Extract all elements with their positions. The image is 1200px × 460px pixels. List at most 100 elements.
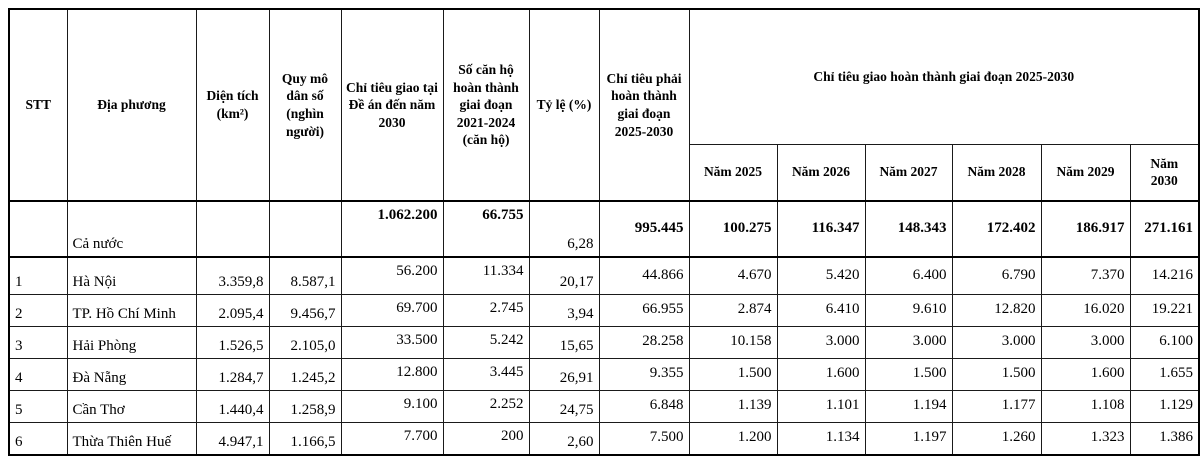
cell-remaining-target: 28.258 <box>598 325 690 359</box>
cell-completed-2021-2024: 3.445 <box>442 357 530 391</box>
cell-year-2029: 1.600 <box>1040 357 1131 391</box>
cell-year-2026: 1.134 <box>776 421 866 456</box>
cell-rate: 26,91 <box>528 357 600 391</box>
cell-remaining-target: 66.955 <box>598 293 690 327</box>
cell-area <box>195 200 270 258</box>
cell-year-2025: 10.158 <box>688 325 778 359</box>
cell-population: 1.258,9 <box>268 389 342 423</box>
cell-remaining-target: 6.848 <box>598 389 690 423</box>
table-body: Cả nước 1.062.200 66.755 6,28 995.445 100.275… <box>8 200 1200 456</box>
header-year-2029: Năm 2029 <box>1040 143 1131 202</box>
table-row: 2 TP. Hồ Chí Minh 2.095,4 9.456,7 69.700 2.74… <box>8 293 1200 327</box>
cell-population: 1.245,2 <box>268 357 342 391</box>
cell-year-2028: 172.402 <box>951 200 1042 258</box>
header-year-2027: Năm 2027 <box>864 143 953 202</box>
cell-year-2030: 6.100 <box>1129 325 1200 359</box>
cell-stt: 5 <box>8 389 68 423</box>
cell-completed-2021-2024: 11.334 <box>442 256 530 295</box>
header-year-2025: Năm 2025 <box>688 143 778 202</box>
cell-year-2029: 16.020 <box>1040 293 1131 327</box>
cell-year-2030: 14.216 <box>1129 256 1200 295</box>
cell-year-2027: 1.197 <box>864 421 953 456</box>
table-row: 1 Hà Nội 3.359,8 8.587,1 56.200 11.334 20,17 44… <box>8 256 1200 295</box>
cell-year-2026: 3.000 <box>776 325 866 359</box>
cell-locality: Cả nước <box>66 200 197 258</box>
cell-completed-2021-2024: 2.252 <box>442 389 530 423</box>
cell-year-2025: 100.275 <box>688 200 778 258</box>
cell-area: 3.359,8 <box>195 256 270 295</box>
header-row-years: Năm 2025 Năm 2026 Năm 2027 Năm 2028 Năm … <box>9 143 1200 202</box>
cell-completed-2021-2024: 66.755 <box>442 200 530 258</box>
header-row-top: STT Địa phương Diện tích (km²) Quy mô dâ… <box>8 8 1200 202</box>
cell-year-2030: 1.386 <box>1129 421 1200 456</box>
cell-year-2027: 148.343 <box>864 200 953 258</box>
header-target-2030: Chỉ tiêu giao tại Đề án đến năm 2030 <box>340 8 444 202</box>
cell-year-2026: 1.101 <box>776 389 866 423</box>
cell-year-2027: 9.610 <box>864 293 953 327</box>
cell-year-2029: 1.108 <box>1040 389 1131 423</box>
cell-population: 8.587,1 <box>268 256 342 295</box>
cell-area: 1.526,5 <box>195 325 270 359</box>
cell-stt: 1 <box>8 256 68 295</box>
cell-year-2025: 2.874 <box>688 293 778 327</box>
cell-target-2030: 33.500 <box>340 325 444 359</box>
header-completed-2021-2024: Số căn hộ hoàn thành giai đoạn 2021-2024… <box>442 8 530 202</box>
cell-year-2030: 271.161 <box>1129 200 1200 258</box>
housing-target-table-container: STT Địa phương Diện tích (km²) Quy mô dâ… <box>8 8 1200 456</box>
cell-area: 1.284,7 <box>195 357 270 391</box>
cell-locality: TP. Hồ Chí Minh <box>66 293 197 327</box>
cell-year-2025: 1.139 <box>688 389 778 423</box>
cell-remaining-target: 9.355 <box>598 357 690 391</box>
cell-stt: 6 <box>8 421 68 456</box>
cell-locality: Hải Phòng <box>66 325 197 359</box>
table-row: 5 Cần Thơ 1.440,4 1.258,9 9.100 2.252 24,75 6.8… <box>8 389 1200 423</box>
header-rate: Tỷ lệ (%) <box>528 8 600 202</box>
cell-area: 2.095,4 <box>195 293 270 327</box>
header-year-2026: Năm 2026 <box>776 143 866 202</box>
table-row: 4 Đà Nẵng 1.284,7 1.245,2 12.800 3.445 26,91 9.… <box>8 357 1200 391</box>
cell-locality: Thừa Thiên Huế <box>66 421 197 456</box>
header-year-2030: Năm 2030 <box>1129 143 1200 202</box>
cell-completed-2021-2024: 2.745 <box>442 293 530 327</box>
cell-remaining-target: 44.866 <box>598 256 690 295</box>
cell-year-2026: 116.347 <box>776 200 866 258</box>
cell-year-2028: 6.790 <box>951 256 1042 295</box>
cell-stt: 2 <box>8 293 68 327</box>
cell-rate: 24,75 <box>528 389 600 423</box>
cell-target-2030: 7.700 <box>340 421 444 456</box>
cell-rate: 20,17 <box>528 256 600 295</box>
cell-completed-2021-2024: 200 <box>442 421 530 456</box>
cell-remaining-target: 7.500 <box>598 421 690 456</box>
cell-stt <box>8 200 68 258</box>
cell-target-2030: 9.100 <box>340 389 444 423</box>
cell-year-2028: 3.000 <box>951 325 1042 359</box>
cell-year-2030: 19.221 <box>1129 293 1200 327</box>
cell-target-2030: 1.062.200 <box>340 200 444 258</box>
cell-completed-2021-2024: 5.242 <box>442 325 530 359</box>
cell-area: 1.440,4 <box>195 389 270 423</box>
cell-locality: Đà Nẵng <box>66 357 197 391</box>
cell-year-2026: 5.420 <box>776 256 866 295</box>
cell-rate: 6,28 <box>528 200 600 258</box>
cell-year-2027: 1.500 <box>864 357 953 391</box>
cell-year-2028: 1.500 <box>951 357 1042 391</box>
cell-population: 2.105,0 <box>268 325 342 359</box>
cell-year-2029: 7.370 <box>1040 256 1131 295</box>
cell-locality: Hà Nội <box>66 256 197 295</box>
table-row: Cả nước 1.062.200 66.755 6,28 995.445 100.275… <box>8 200 1200 258</box>
header-group-2025-2030: Chỉ tiêu giao hoàn thành giai đoạn 2025-… <box>688 8 1200 145</box>
cell-rate: 15,65 <box>528 325 600 359</box>
housing-target-table: STT Địa phương Diện tích (km²) Quy mô dâ… <box>8 8 1200 456</box>
cell-year-2029: 3.000 <box>1040 325 1131 359</box>
header-locality: Địa phương <box>66 8 197 202</box>
cell-target-2030: 12.800 <box>340 357 444 391</box>
cell-stt: 4 <box>8 357 68 391</box>
cell-population: 1.166,5 <box>268 421 342 456</box>
cell-stt: 3 <box>8 325 68 359</box>
cell-locality: Cần Thơ <box>66 389 197 423</box>
cell-year-2027: 3.000 <box>864 325 953 359</box>
cell-year-2030: 1.129 <box>1129 389 1200 423</box>
cell-target-2030: 56.200 <box>340 256 444 295</box>
cell-rate: 2,60 <box>528 421 600 456</box>
cell-year-2025: 4.670 <box>688 256 778 295</box>
